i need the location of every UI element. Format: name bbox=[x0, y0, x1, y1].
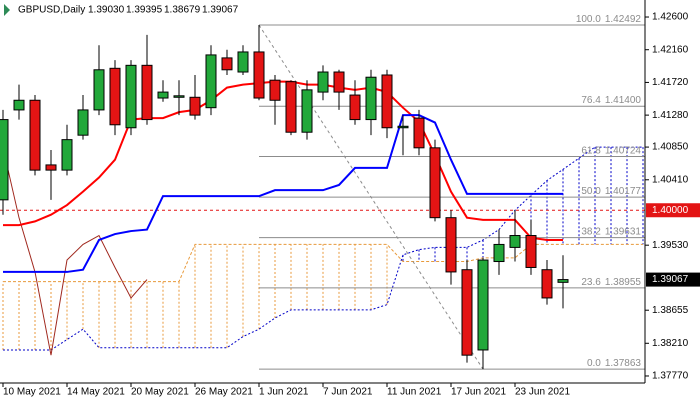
candle-body bbox=[477, 259, 489, 351]
candle-body bbox=[253, 51, 265, 99]
candle-body bbox=[157, 91, 169, 99]
candle-body bbox=[365, 76, 377, 121]
header-symbol: GBPUSD,Daily bbox=[18, 5, 85, 16]
fib-level-price: 1.40177 bbox=[605, 186, 642, 197]
y-tick-label: 1.40410 bbox=[652, 174, 689, 185]
y-tick-label: 1.38655 bbox=[652, 305, 689, 316]
y-tick-label: 1.42160 bbox=[652, 44, 689, 55]
candle-body bbox=[0, 119, 9, 201]
candle-body bbox=[173, 95, 185, 98]
chikou-span bbox=[2, 147, 148, 356]
x-tick-label: 17 Jun 2021 bbox=[451, 387, 506, 398]
x-tick-label: 20 May 2021 bbox=[131, 387, 189, 398]
fib-level-price: 1.39631 bbox=[605, 226, 642, 237]
candle-body bbox=[125, 64, 137, 129]
fib-level-price: 1.40724 bbox=[605, 145, 642, 156]
candle-body bbox=[333, 71, 345, 93]
fib-level-percent: 100.0 bbox=[576, 14, 601, 25]
candle-body bbox=[13, 99, 25, 111]
candle-body bbox=[557, 279, 569, 283]
header-close: 1.39067 bbox=[202, 5, 239, 16]
candle-body bbox=[445, 217, 457, 273]
fib-level-percent: 0.0 bbox=[587, 358, 601, 369]
y-tick-label: 1.42600 bbox=[652, 12, 689, 23]
candle-body bbox=[397, 125, 409, 129]
fib-level-price: 1.38955 bbox=[605, 277, 642, 288]
candle-body bbox=[429, 147, 441, 219]
price-box-label: 1.39067 bbox=[652, 274, 689, 285]
fib-level-label: 23.6 1.38955 bbox=[581, 277, 641, 288]
plot-layer: 100.0 1.42492 76.4 1.41400 61.8 1.40724 50.0 1.… bbox=[0, 14, 645, 370]
candle-body bbox=[349, 94, 361, 121]
fib-level-percent: 50.0 bbox=[581, 186, 601, 197]
fib-level-percent: 23.6 bbox=[581, 277, 601, 288]
candle-body bbox=[269, 79, 281, 101]
fib-level-label: 61.8 1.40724 bbox=[581, 145, 641, 156]
price-box-label: 1.40000 bbox=[652, 205, 689, 216]
fib-level-price: 1.37863 bbox=[605, 358, 642, 369]
candle-body bbox=[541, 269, 553, 299]
fib-level-label: 76.4 1.41400 bbox=[581, 95, 641, 106]
candle-body bbox=[237, 51, 249, 73]
x-tick-label: 23 Jun 2021 bbox=[515, 387, 570, 398]
candle-body bbox=[205, 54, 217, 109]
y-tick-label: 1.41720 bbox=[652, 77, 689, 88]
candle-body bbox=[221, 57, 233, 71]
price-box bbox=[646, 272, 700, 287]
candle-body bbox=[93, 69, 105, 111]
header: GBPUSD,Daily 1.39030 1.39395 1.38679 1.3… bbox=[4, 4, 239, 16]
candle-body bbox=[109, 67, 121, 126]
candle-body bbox=[317, 71, 329, 93]
fib-level-price: 1.41400 bbox=[605, 95, 642, 106]
fib-level-label: 100.0 1.42492 bbox=[576, 14, 642, 25]
x-tick-label: 10 May 2021 bbox=[3, 387, 61, 398]
fib-level-percent: 38.2 bbox=[581, 226, 601, 237]
candle-body bbox=[77, 109, 89, 136]
header-high: 1.39395 bbox=[126, 5, 163, 16]
price-box bbox=[646, 203, 700, 218]
fib-level-percent: 76.4 bbox=[581, 95, 601, 106]
y-tick-label: 1.39530 bbox=[652, 240, 689, 251]
fib-level-percent: 61.8 bbox=[581, 145, 601, 156]
candle-body bbox=[461, 269, 473, 356]
x-tick-label: 14 May 2021 bbox=[67, 387, 125, 398]
senkou-span-a bbox=[3, 146, 643, 351]
tenkan-sen bbox=[3, 80, 563, 241]
candle-body bbox=[525, 235, 537, 268]
fib-level-label: 38.2 1.39631 bbox=[581, 226, 641, 237]
candle-body bbox=[141, 64, 153, 121]
y-tick-label: 1.37770 bbox=[652, 371, 689, 382]
y-tick-label: 1.40850 bbox=[652, 142, 689, 153]
candle-body bbox=[189, 96, 201, 116]
fib-level-label: 0.0 1.37863 bbox=[587, 358, 641, 369]
header-open: 1.39030 bbox=[88, 5, 125, 16]
candle-body bbox=[45, 164, 57, 171]
fib-level-price: 1.42492 bbox=[605, 14, 642, 25]
candle-body bbox=[301, 89, 313, 133]
x-tick-label: 1 Jun 2021 bbox=[259, 387, 309, 398]
x-tick-label: 7 Jun 2021 bbox=[323, 387, 373, 398]
x-tick-label: 11 Jun 2021 bbox=[387, 387, 442, 398]
x-tick-label: 26 May 2021 bbox=[195, 387, 253, 398]
candle-body bbox=[413, 117, 425, 149]
y-tick-label: 1.41280 bbox=[652, 110, 689, 121]
candle-body bbox=[493, 243, 505, 263]
candle-body bbox=[509, 235, 521, 248]
y-tick-label: 1.38210 bbox=[652, 338, 689, 349]
candle-body bbox=[381, 74, 393, 129]
candle-body bbox=[285, 81, 297, 133]
candle-body bbox=[61, 139, 73, 171]
fib-level-label: 50.0 1.40177 bbox=[581, 186, 641, 197]
header-icon bbox=[4, 4, 10, 16]
header-low: 1.38679 bbox=[164, 5, 201, 16]
candle-body bbox=[29, 99, 41, 171]
kijun-sen bbox=[3, 114, 563, 273]
